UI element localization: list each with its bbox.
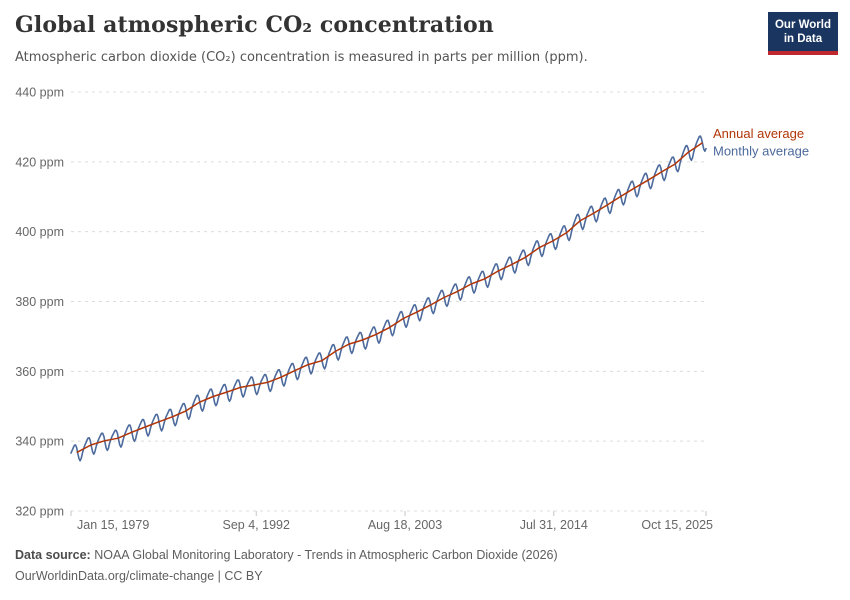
x-axis-label: Aug 18, 2003 <box>368 518 442 532</box>
chart-subtitle: Atmospheric carbon dioxide (CO₂) concent… <box>15 50 588 65</box>
chart-footer: Data source: NOAA Global Monitoring Labo… <box>15 545 558 587</box>
data-source-text: NOAA Global Monitoring Laboratory - Tren… <box>94 548 558 562</box>
y-axis-label: 440 ppm <box>15 86 64 100</box>
page-title: Global atmospheric CO₂ concentration <box>15 12 494 38</box>
legend-monthly-average[interactable]: Monthly average <box>713 144 809 159</box>
y-axis-label: 360 ppm <box>15 365 64 379</box>
data-source-line: Data source: NOAA Global Monitoring Labo… <box>15 545 558 566</box>
owid-logo-line1: Our World <box>774 19 831 31</box>
y-axis-label: 400 ppm <box>15 225 64 239</box>
y-axis-label: 320 ppm <box>15 505 64 519</box>
monthly-average-line[interactable] <box>70 135 707 462</box>
owid-logo: Our World in Data <box>767 12 838 55</box>
y-axis-label: 420 ppm <box>15 155 64 169</box>
y-axis-label: 380 ppm <box>15 295 64 309</box>
footer-link[interactable]: OurWorldinData.org/climate-change | CC B… <box>15 566 558 587</box>
owid-logo-line2: in Data <box>783 33 823 45</box>
data-source-label: Data source: <box>15 548 91 562</box>
x-axis-label: Oct 15, 2025 <box>641 518 713 532</box>
footer-link-text[interactable]: OurWorldinData.org/climate-change | CC B… <box>15 569 263 583</box>
x-axis-label: Jan 15, 1979 <box>77 518 149 532</box>
y-axis-label: 340 ppm <box>15 435 64 449</box>
x-axis-label: Jul 31, 2014 <box>520 518 588 532</box>
legend-annual-average[interactable]: Annual average <box>713 126 804 141</box>
annual-average-line[interactable] <box>76 142 703 453</box>
x-axis-label: Sep 4, 1992 <box>223 518 290 532</box>
